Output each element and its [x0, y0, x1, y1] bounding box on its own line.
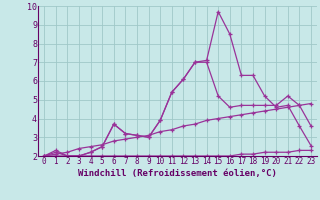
X-axis label: Windchill (Refroidissement éolien,°C): Windchill (Refroidissement éolien,°C)	[78, 169, 277, 178]
